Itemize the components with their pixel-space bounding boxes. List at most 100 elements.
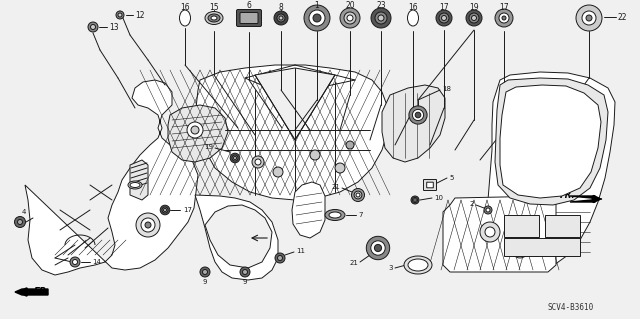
Circle shape <box>485 227 495 237</box>
Text: 22: 22 <box>618 12 627 21</box>
Ellipse shape <box>325 210 345 220</box>
Ellipse shape <box>329 212 341 218</box>
Circle shape <box>252 156 264 168</box>
Text: 9: 9 <box>243 279 247 285</box>
Text: 18: 18 <box>442 86 451 92</box>
Bar <box>504 238 580 256</box>
Circle shape <box>354 191 362 199</box>
Text: 14: 14 <box>92 259 101 265</box>
Circle shape <box>366 236 390 260</box>
Circle shape <box>335 163 345 173</box>
FancyBboxPatch shape <box>237 10 262 26</box>
Ellipse shape <box>130 182 140 188</box>
Polygon shape <box>488 72 615 270</box>
Circle shape <box>378 15 384 21</box>
Text: 13: 13 <box>109 23 118 32</box>
Circle shape <box>469 13 479 23</box>
Text: 16: 16 <box>180 3 190 11</box>
Circle shape <box>586 15 592 21</box>
Text: 20: 20 <box>345 2 355 11</box>
Text: SCV4-B3610: SCV4-B3610 <box>548 303 595 313</box>
FancyBboxPatch shape <box>424 180 436 190</box>
Circle shape <box>356 193 360 197</box>
Bar <box>545 215 580 237</box>
Circle shape <box>582 11 596 25</box>
Circle shape <box>234 157 237 160</box>
Text: 12: 12 <box>135 11 145 19</box>
Circle shape <box>472 16 477 20</box>
Circle shape <box>436 10 452 26</box>
Text: 1: 1 <box>315 1 319 10</box>
Circle shape <box>351 189 365 202</box>
Circle shape <box>278 256 282 261</box>
Circle shape <box>313 14 321 22</box>
Circle shape <box>413 197 417 203</box>
Circle shape <box>499 13 509 23</box>
Text: 11: 11 <box>296 248 305 254</box>
Circle shape <box>232 155 238 161</box>
Circle shape <box>502 16 506 20</box>
Circle shape <box>309 10 325 26</box>
Polygon shape <box>25 80 198 275</box>
Circle shape <box>191 126 199 134</box>
Circle shape <box>576 5 602 31</box>
Circle shape <box>277 14 285 22</box>
Circle shape <box>118 13 122 17</box>
Circle shape <box>439 13 449 23</box>
Text: 19: 19 <box>204 144 213 150</box>
Circle shape <box>371 8 391 28</box>
Polygon shape <box>495 78 608 205</box>
Circle shape <box>375 12 387 24</box>
Polygon shape <box>500 85 601 198</box>
Circle shape <box>347 15 353 21</box>
Ellipse shape <box>128 181 142 189</box>
Polygon shape <box>382 85 445 162</box>
Circle shape <box>274 11 288 25</box>
Text: 21: 21 <box>331 184 340 190</box>
Circle shape <box>310 150 320 160</box>
Polygon shape <box>130 160 148 200</box>
Circle shape <box>72 259 77 264</box>
Circle shape <box>415 112 421 118</box>
Polygon shape <box>443 196 556 272</box>
Text: 9: 9 <box>203 279 207 285</box>
Polygon shape <box>570 196 602 202</box>
Circle shape <box>90 25 95 29</box>
Ellipse shape <box>208 14 220 22</box>
Text: 17: 17 <box>499 3 509 11</box>
Circle shape <box>202 270 207 275</box>
Circle shape <box>17 219 22 225</box>
Text: 21: 21 <box>349 260 358 266</box>
Polygon shape <box>168 105 228 162</box>
Ellipse shape <box>408 259 428 271</box>
Circle shape <box>442 16 447 20</box>
Circle shape <box>273 167 283 177</box>
Text: 3: 3 <box>388 265 393 271</box>
Circle shape <box>344 12 356 24</box>
Circle shape <box>116 11 124 19</box>
Circle shape <box>70 257 80 267</box>
Circle shape <box>243 270 248 275</box>
Ellipse shape <box>205 11 223 25</box>
Circle shape <box>240 267 250 277</box>
Polygon shape <box>205 205 272 268</box>
Circle shape <box>413 199 416 201</box>
Text: FR.: FR. <box>560 191 575 201</box>
Circle shape <box>411 196 419 204</box>
Circle shape <box>136 213 160 237</box>
Text: 10: 10 <box>434 195 443 201</box>
Text: 17: 17 <box>183 207 192 213</box>
Circle shape <box>141 218 155 232</box>
FancyBboxPatch shape <box>427 182 433 188</box>
Polygon shape <box>15 289 48 295</box>
Circle shape <box>346 141 354 149</box>
Text: 8: 8 <box>278 3 284 11</box>
Circle shape <box>160 205 170 215</box>
Text: 23: 23 <box>376 2 386 11</box>
Circle shape <box>163 209 166 211</box>
Circle shape <box>409 106 427 124</box>
Text: 17: 17 <box>439 3 449 11</box>
Polygon shape <box>255 68 335 140</box>
Circle shape <box>412 109 424 121</box>
Text: FR.: FR. <box>34 287 51 296</box>
